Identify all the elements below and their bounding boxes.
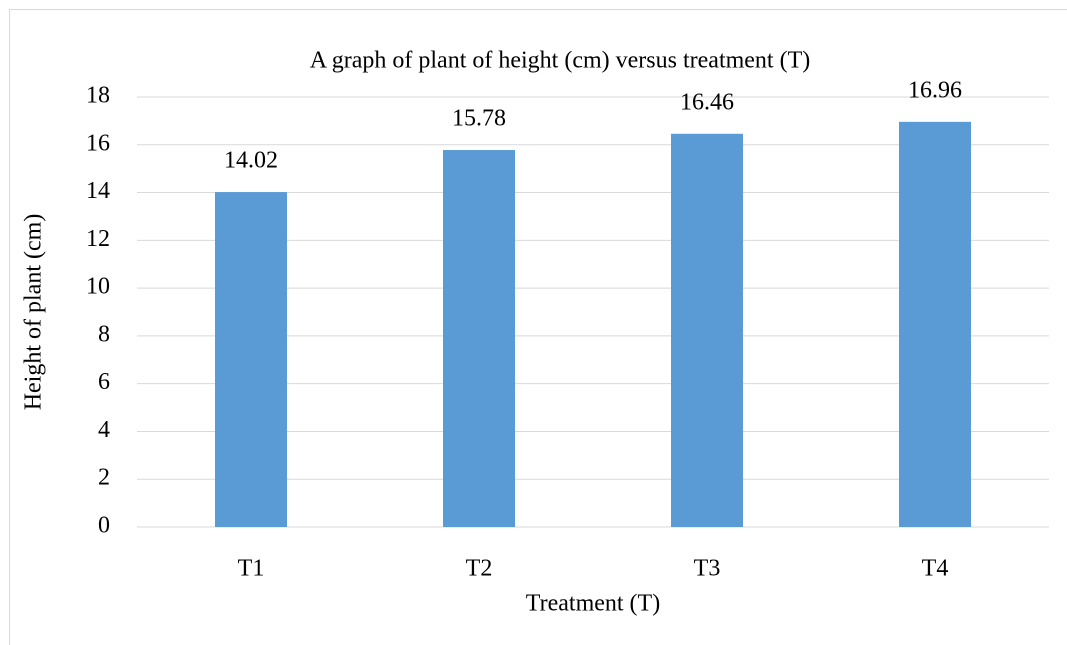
bar bbox=[215, 192, 287, 528]
chart-border bbox=[9, 9, 1067, 645]
chart-title: A graph of plant of height (cm) versus t… bbox=[310, 48, 811, 74]
bar bbox=[899, 121, 971, 527]
x-tick-label: T4 bbox=[922, 556, 949, 582]
y-axis-label: Height of plant (cm) bbox=[21, 214, 47, 411]
y-tick-label: 10 bbox=[86, 274, 110, 300]
y-tick-label: 12 bbox=[86, 226, 110, 252]
data-label: 14.02 bbox=[224, 148, 278, 174]
y-tick-label: 18 bbox=[86, 83, 110, 109]
bar bbox=[671, 133, 743, 528]
x-axis-label: Treatment (T) bbox=[526, 591, 660, 617]
y-tick-label: 8 bbox=[98, 321, 110, 347]
y-tick-label: 14 bbox=[86, 178, 110, 204]
data-label: 16.96 bbox=[908, 77, 962, 103]
data-label: 16.46 bbox=[680, 89, 734, 115]
y-tick-label: 16 bbox=[86, 130, 110, 156]
x-tick-label: T3 bbox=[694, 556, 721, 582]
y-tick-label: 2 bbox=[98, 465, 110, 491]
y-tick-label: 4 bbox=[98, 417, 110, 443]
data-label: 15.78 bbox=[452, 106, 506, 132]
bar bbox=[443, 150, 515, 528]
y-tick-label: 0 bbox=[98, 513, 110, 539]
x-tick-label: T2 bbox=[466, 556, 493, 582]
x-tick-label: T1 bbox=[238, 556, 265, 582]
y-tick-label: 6 bbox=[98, 369, 110, 395]
